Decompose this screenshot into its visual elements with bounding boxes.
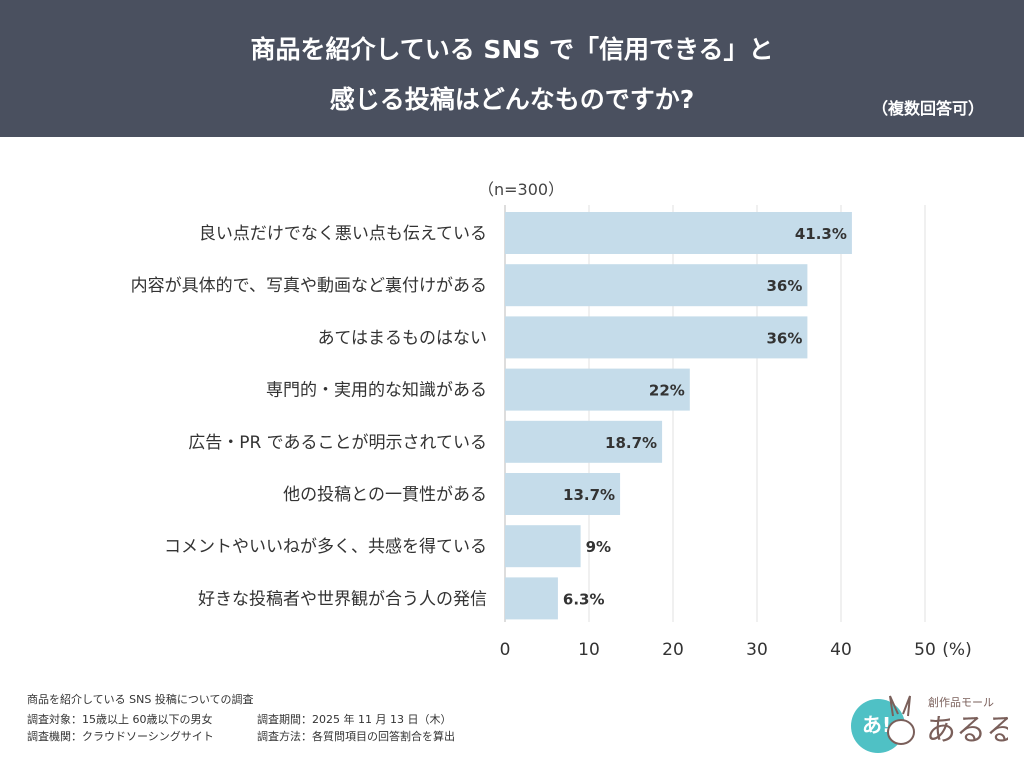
svg-text:あるる: あるる bbox=[926, 713, 1008, 748]
x-unit-label: (%) bbox=[942, 640, 971, 660]
survey-method: 調査方法：各質問項目の回答割合を算出 bbox=[257, 730, 455, 743]
x-tick-label: 20 bbox=[662, 640, 684, 660]
category-label: 他の投稿との一貫性がある bbox=[283, 485, 487, 505]
survey-title: 商品を紹介している SNS 投稿についての調査 bbox=[27, 693, 254, 706]
value-label: 18.7% bbox=[605, 434, 657, 452]
x-tick-label: 30 bbox=[746, 640, 768, 660]
survey-footer: 商品を紹介している SNS 投稿についての調査 調査対象：15歳以上 60歳以下… bbox=[27, 691, 487, 745]
bar-chart: 0 10 20 30 40 50 (%) 良い点だけでなく悪い点も伝えている 41.3% 内容が具… bbox=[131, 205, 972, 660]
svg-text:あ!: あ! bbox=[862, 713, 891, 737]
bar bbox=[505, 316, 808, 359]
category-label: あてはまるものはない bbox=[318, 328, 487, 348]
category-label: 好きな投稿者や世界観が合う人の発信 bbox=[198, 589, 487, 609]
category-label: 内容が具体的で、写真や動画など裏付けがある bbox=[131, 275, 487, 296]
survey-org: 調査機関：クラウドソーシングサイト bbox=[27, 730, 214, 743]
category-label: 良い点だけでなく悪い点も伝えている bbox=[199, 224, 487, 244]
value-label: 6.3% bbox=[563, 590, 605, 608]
value-label: 36% bbox=[766, 277, 802, 295]
bar bbox=[505, 420, 663, 463]
survey-target: 調査対象：15歳以上 60歳以下の男女 bbox=[27, 713, 213, 726]
category-label: 広告・PR であることが明示されている bbox=[188, 433, 487, 453]
x-tick-label: 0 bbox=[500, 640, 511, 660]
bar bbox=[505, 212, 852, 254]
chart-title-line2: 感じる投稿はどんなものですか? bbox=[329, 85, 695, 114]
bar bbox=[505, 264, 808, 307]
value-label: 13.7% bbox=[563, 486, 615, 504]
sample-size: （n=300） bbox=[478, 180, 565, 199]
x-tick-label: 50 bbox=[914, 640, 936, 660]
aruru-logo: あ! 創作品モール あるる bbox=[851, 695, 1008, 753]
chart-title-line1: 商品を紹介している SNS で「信用できる」と bbox=[250, 35, 774, 64]
value-label: 9% bbox=[586, 538, 611, 556]
header: 商品を紹介している SNS で「信用できる」と 感じる投稿はどんなものですか? … bbox=[0, 0, 1024, 137]
value-label: 41.3% bbox=[795, 225, 847, 243]
value-label: 22% bbox=[649, 382, 685, 400]
multiple-answer-note: （複数回答可） bbox=[871, 99, 984, 118]
bar bbox=[505, 473, 621, 515]
svg-text:創作品モール: 創作品モール bbox=[928, 695, 994, 709]
x-tick-label: 40 bbox=[830, 640, 852, 660]
bar bbox=[505, 577, 558, 620]
bar bbox=[505, 368, 690, 411]
value-label: 36% bbox=[766, 329, 802, 347]
bar bbox=[505, 525, 581, 568]
x-tick-label: 10 bbox=[578, 640, 600, 660]
category-label: コメントやいいねが多く、共感を得ている bbox=[164, 537, 487, 557]
survey-period: 調査期間：2025 年 11 月 13 日（木） bbox=[257, 713, 452, 726]
category-label: 専門的・実用的な知識がある bbox=[266, 381, 487, 401]
